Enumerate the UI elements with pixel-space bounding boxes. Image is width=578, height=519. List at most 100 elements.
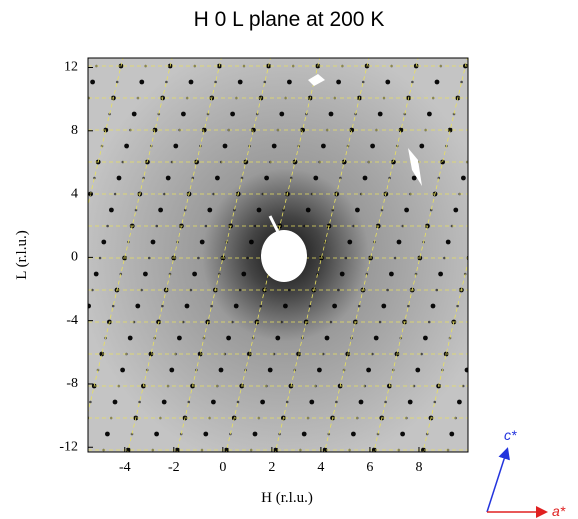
bragg-spot [181, 320, 185, 324]
bragg-spot [435, 288, 439, 292]
bragg-spot [285, 400, 289, 404]
bragg-spot [83, 112, 88, 117]
bragg-spot [339, 176, 342, 180]
bragg-spot [253, 224, 257, 228]
bragg-spot [400, 431, 405, 437]
beamstop [261, 230, 307, 282]
bragg-spot [433, 400, 437, 404]
bragg-spot [445, 239, 451, 245]
bragg-spot [386, 288, 389, 292]
bragg-spot [238, 288, 242, 292]
bragg-spot [165, 175, 171, 181]
x-tick-label: 2 [268, 460, 275, 475]
bragg-spot [411, 80, 414, 84]
bragg-spot [210, 304, 213, 308]
bragg-spot [287, 79, 292, 85]
bragg-spot [305, 207, 311, 213]
bragg-spot [169, 367, 175, 373]
bragg-spot [460, 80, 463, 84]
bragg-spot [231, 320, 234, 324]
guide-line [0, 34, 79, 482]
bragg-spot [308, 304, 312, 308]
bragg-spot [127, 335, 133, 341]
bragg-spot [347, 239, 353, 245]
guide-line [514, 34, 578, 482]
bragg-spot [380, 208, 384, 212]
bragg-spot [184, 303, 190, 309]
bragg-spot [358, 399, 364, 405]
bragg-spot [287, 288, 291, 292]
bragg-spot [385, 79, 391, 85]
bragg-spot [331, 208, 335, 212]
bragg-spot [321, 352, 325, 356]
bragg-spot [329, 320, 333, 324]
bragg-spot [370, 143, 375, 149]
bragg-spot [282, 208, 285, 212]
bragg-spot [203, 431, 209, 437]
overlay [261, 74, 422, 282]
bragg-spot [309, 399, 315, 405]
guide-line [465, 34, 571, 482]
bragg-spot [175, 447, 180, 452]
bragg-spot [125, 447, 131, 452]
beamstop-arm [268, 215, 284, 241]
bragg-spot [336, 79, 341, 85]
bragg-spot [261, 192, 265, 196]
x-tick-label: -2 [168, 460, 180, 475]
bragg-spot [337, 288, 340, 292]
bragg-spot [388, 176, 391, 180]
bragg-spot [204, 224, 208, 228]
plot-frame [87, 57, 469, 453]
bragg-spot [271, 143, 277, 149]
bragg-spot [421, 447, 426, 452]
bragg-spot [438, 271, 443, 277]
bragg-spot [112, 399, 118, 405]
bragg-spot [449, 431, 455, 437]
bragg-spot [461, 175, 466, 181]
bragg-spot [264, 175, 269, 181]
bragg-spot [147, 256, 151, 260]
bragg-spot [173, 143, 179, 149]
bragg-spot [280, 320, 283, 324]
bragg-spot [116, 175, 122, 181]
bragg-spot [351, 431, 356, 437]
bragg-spot [155, 224, 159, 228]
bragg-spot [267, 367, 273, 373]
bragg-spot [138, 400, 141, 404]
bragg-spot [349, 127, 355, 133]
x-tick-label: 4 [317, 460, 324, 475]
bragg-spot [222, 143, 228, 149]
x-axis-label: H (r.l.u.) [261, 490, 313, 506]
bragg-spot [215, 175, 220, 181]
bragg-spot [355, 207, 360, 213]
bragg-spot [154, 431, 160, 437]
bragg-spot [256, 207, 262, 213]
bragg-spot [252, 431, 258, 437]
bragg-spot [188, 79, 194, 85]
bragg-spot [437, 176, 441, 180]
bragg-spot [201, 127, 207, 133]
bragg-spot [93, 271, 99, 277]
bragg-spot [121, 160, 125, 164]
bragg-spot [183, 208, 187, 212]
bragg-spot [211, 399, 216, 405]
bragg-spot [275, 335, 281, 341]
bragg-spot [398, 127, 404, 133]
bragg-spot [259, 304, 263, 308]
y-tick-label: 8 [71, 123, 78, 138]
bragg-spot [189, 288, 193, 292]
bragg-spot [226, 335, 232, 341]
bragg-spot [88, 303, 91, 309]
bragg-spot [384, 400, 387, 404]
bragg-spot [105, 431, 110, 437]
bragg-spot [135, 303, 141, 309]
bragg-spot [420, 352, 423, 356]
bragg-spot [101, 239, 107, 245]
bragg-spot [251, 127, 256, 133]
bragg-spot [443, 256, 446, 260]
bragg-spot [373, 335, 379, 341]
bragg-spot [279, 111, 285, 117]
bragg-spot [352, 224, 355, 228]
bragg-spot [142, 176, 145, 180]
